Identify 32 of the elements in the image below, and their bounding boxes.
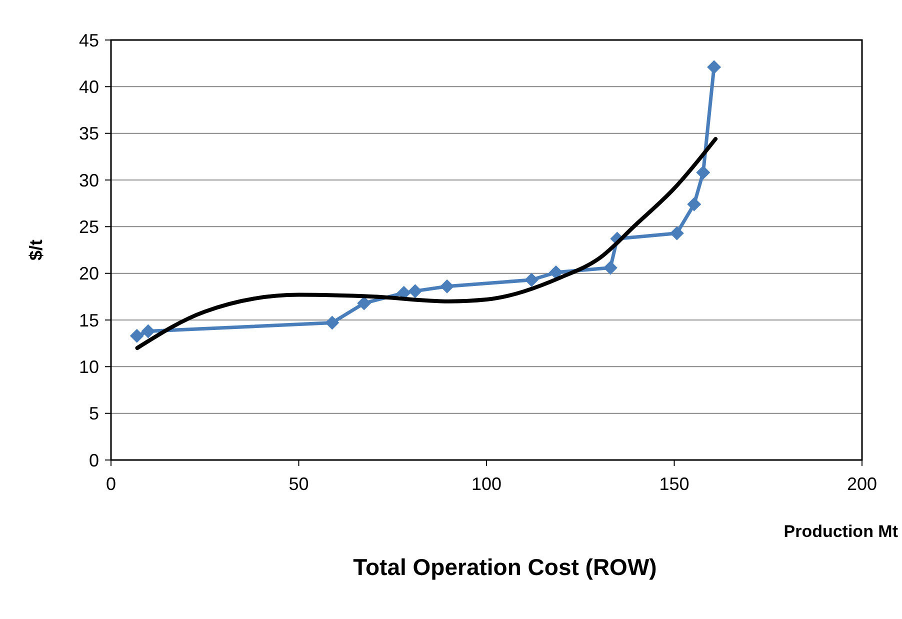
x-tick-label: 0 <box>106 474 116 494</box>
point <box>548 265 563 280</box>
y-tick-label: 25 <box>78 216 99 237</box>
point <box>141 324 156 338</box>
line-series <box>135 136 718 350</box>
point <box>408 284 422 298</box>
point <box>357 296 372 310</box>
point <box>696 166 710 180</box>
y-tick-label: 15 <box>78 310 99 330</box>
point <box>325 316 340 330</box>
y-tick-label: 10 <box>78 356 99 377</box>
text: Total Operation Cost (ROW) <box>353 554 657 580</box>
x-axis-title: Production Mt <box>784 522 898 541</box>
point <box>687 197 702 212</box>
y-tick-label: 20 <box>78 264 99 284</box>
y-axis-title: $/t <box>26 239 46 261</box>
x-tick-label: 50 <box>288 474 309 494</box>
y-tick-label: 35 <box>78 124 99 144</box>
x-tick-label: 150 <box>659 474 690 494</box>
y-tick-label: 45 <box>78 30 99 50</box>
point <box>707 60 722 74</box>
x-tick-label: 100 <box>471 474 502 494</box>
y-tick-label: 0 <box>88 450 99 470</box>
point <box>524 272 539 287</box>
point <box>440 279 454 294</box>
y-tick-label: 30 <box>78 170 99 190</box>
y-tick-label: 40 <box>78 76 99 97</box>
point <box>130 328 144 343</box>
x-tick-label: 200 <box>846 474 878 494</box>
point <box>603 260 618 275</box>
point <box>670 226 684 240</box>
y-tick-label: 5 <box>88 404 99 424</box>
